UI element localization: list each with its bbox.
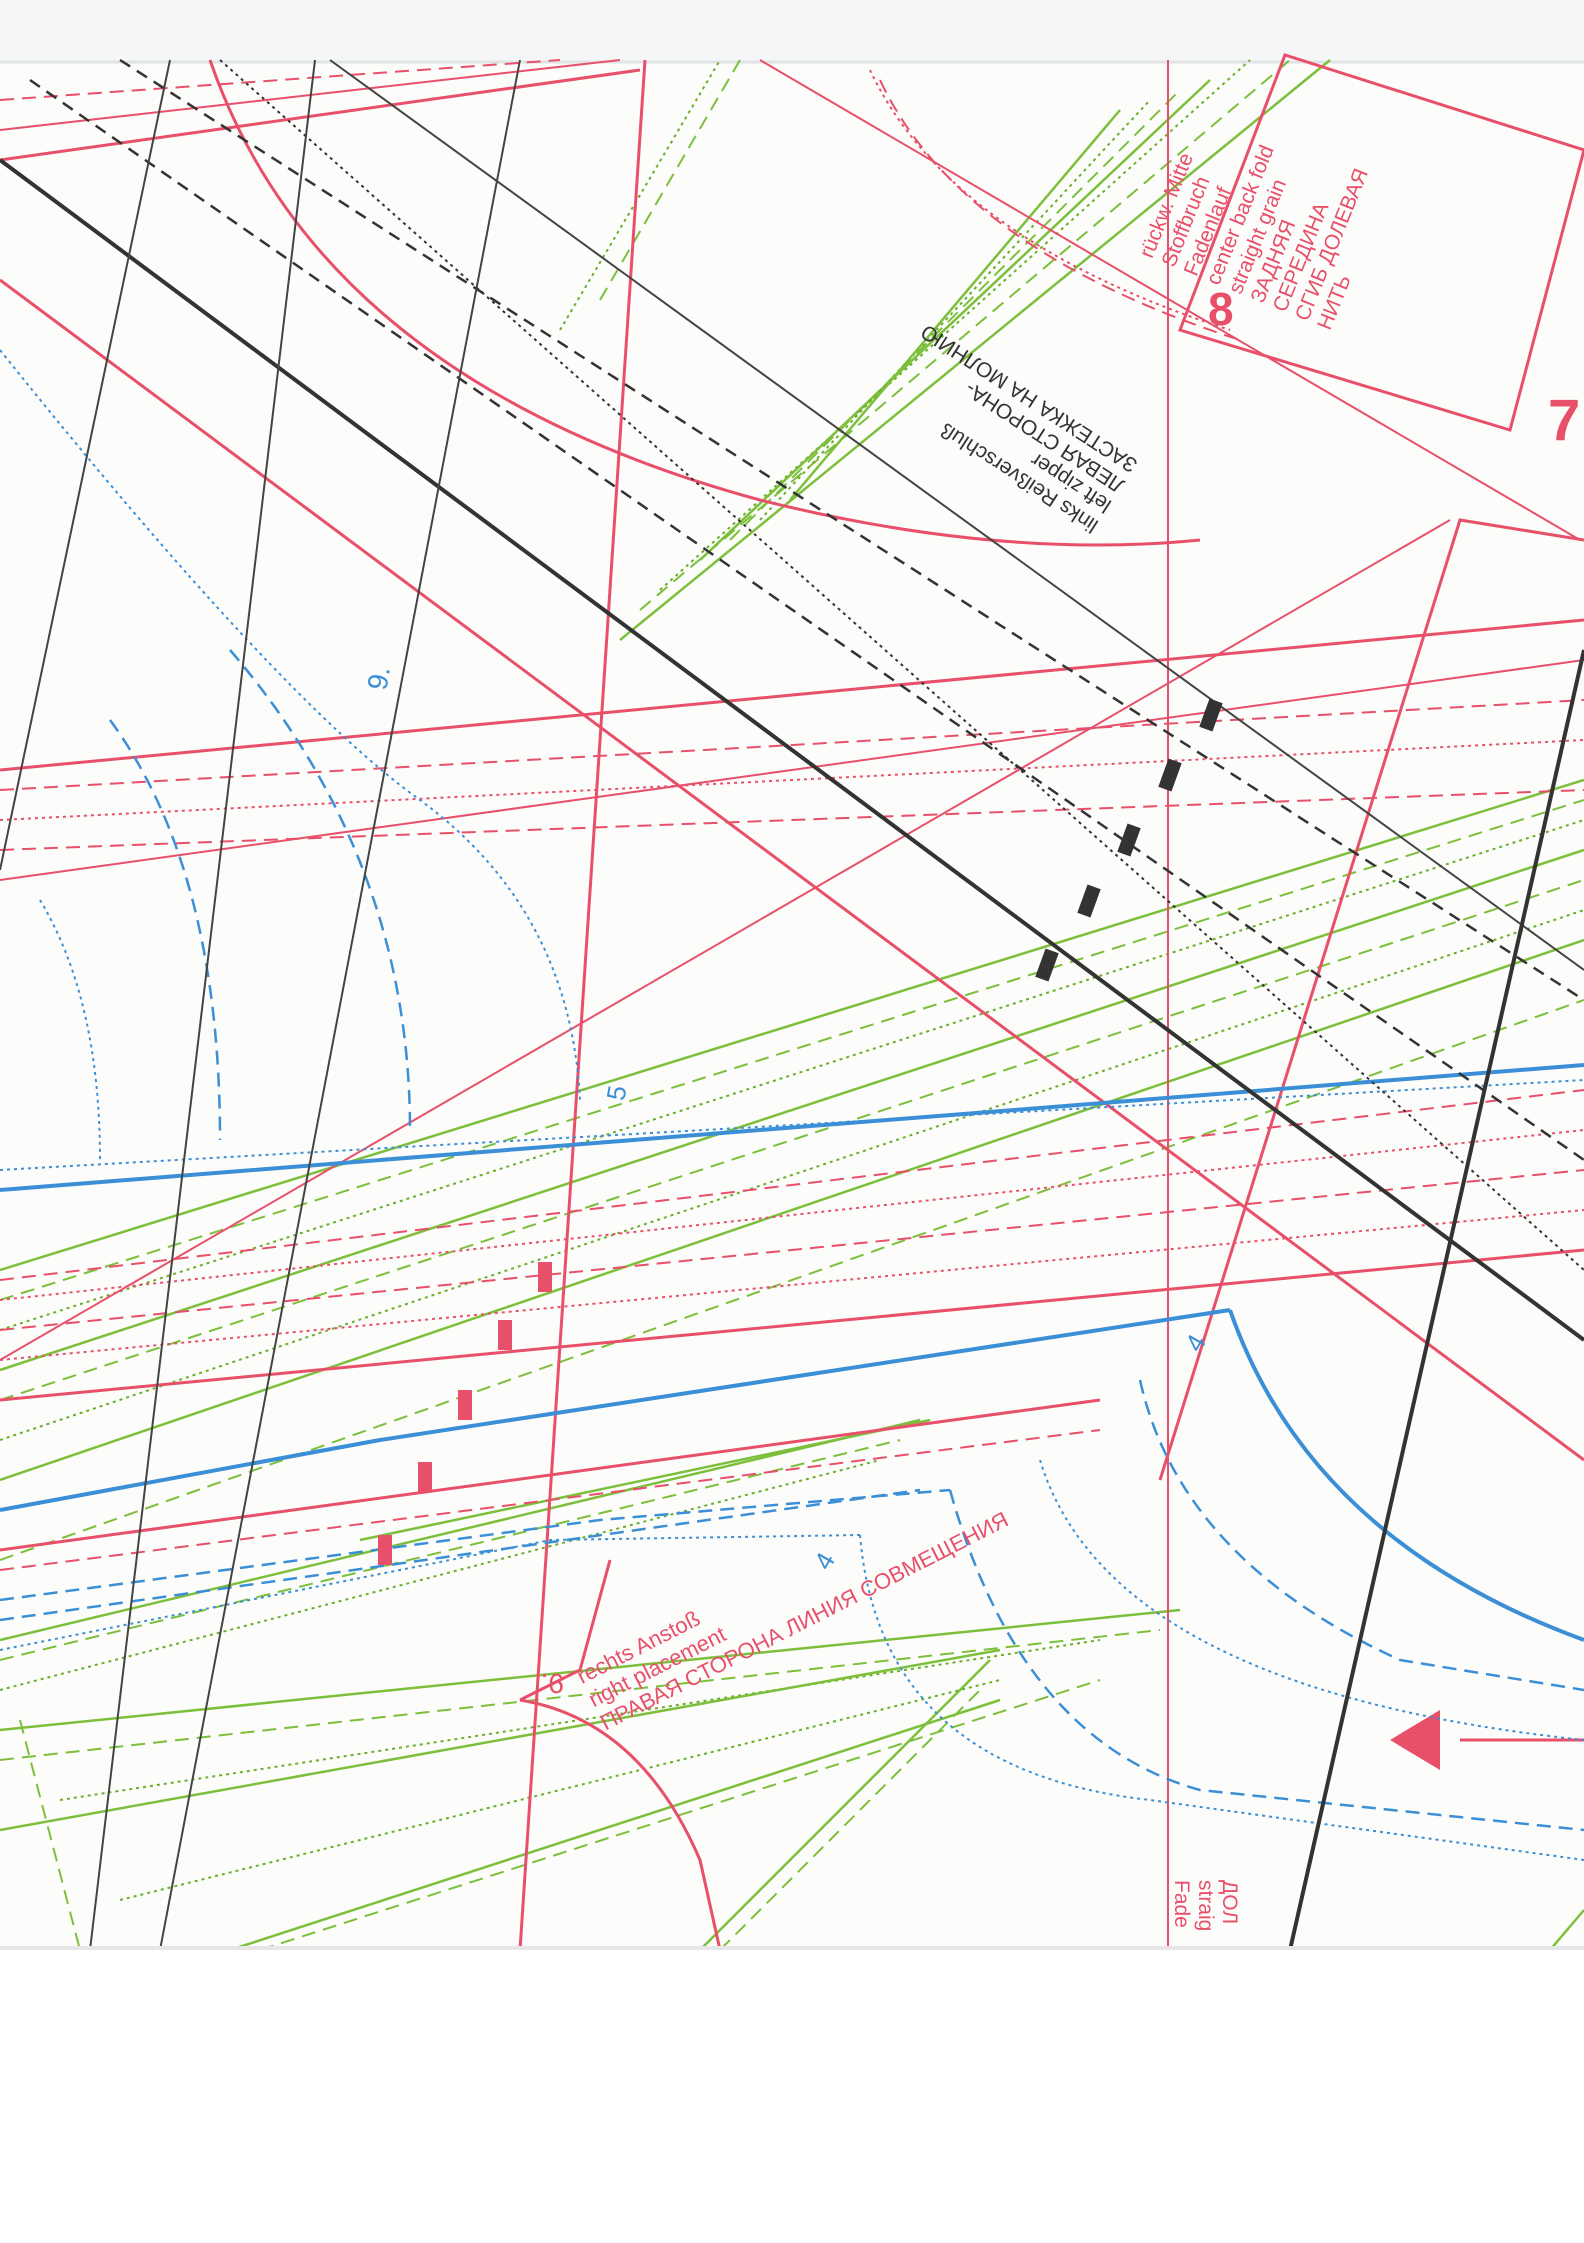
piece-number-7: 7 xyxy=(1548,388,1580,453)
black-pattern-lines xyxy=(0,58,1584,1950)
label-placement: rechts Anstoß right placement ПРАВАЯ СТО… xyxy=(573,1507,1013,1735)
zipper-notch xyxy=(1117,823,1141,857)
grain-arrow-head xyxy=(1390,1710,1440,1770)
grain-bottom-line-2: straig xyxy=(1194,1880,1217,1931)
size-mark-9-top: 9. xyxy=(362,664,397,692)
grain-label-box xyxy=(1178,53,1584,432)
green-size-lines xyxy=(0,59,1584,1950)
scan-shadow xyxy=(0,0,1584,60)
size-mark-4-left: 4 xyxy=(808,1547,841,1575)
scanned-pattern-area: .r { stroke:#e8506a; fill:none; stroke-w… xyxy=(0,0,1584,1950)
pattern-drawing: .r { stroke:#e8506a; fill:none; stroke-w… xyxy=(0,0,1584,1950)
piece-number-8: 8 xyxy=(1208,283,1234,335)
size-mark-5: 5 xyxy=(600,1083,632,1102)
size-mark-9-bottom: 9. xyxy=(541,1668,564,1699)
zipper-notch xyxy=(1035,948,1059,982)
label-grain-bottom: Fade straig ДОЛ xyxy=(1170,1880,1241,1931)
red-notches xyxy=(378,1262,552,1565)
grain-bottom-line-1: Fade xyxy=(1170,1880,1193,1928)
grain-bottom-line-3: ДОЛ xyxy=(1218,1880,1241,1924)
label-back-center: rückw. Mitte Stoffbruch Fadenlauf center… xyxy=(1135,142,1373,333)
zipper-notch xyxy=(1158,758,1182,792)
zipper-line-4: ЗАСТЕЖКА НА МОЛНИЮ xyxy=(917,320,1142,477)
blue-pattern-lines xyxy=(0,349,1584,1861)
red-pattern-lines xyxy=(0,53,1584,1950)
zipper-notch xyxy=(1077,884,1101,918)
blue-curve-upper xyxy=(0,349,581,1101)
armhole-curve xyxy=(208,59,1201,547)
zipper-notch xyxy=(1199,698,1223,732)
